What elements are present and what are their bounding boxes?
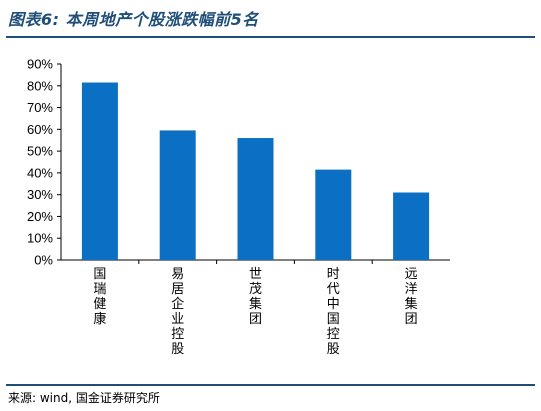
- y-tick-label: 70%: [27, 100, 53, 115]
- x-tick-label: 远洋集团: [405, 267, 418, 327]
- y-tick-label: 30%: [27, 187, 53, 202]
- bar: [237, 138, 274, 260]
- bar: [315, 169, 352, 260]
- x-tick-label: 世茂集团: [249, 267, 262, 327]
- y-tick-label: 0%: [34, 253, 53, 268]
- y-tick-label: 40%: [27, 165, 53, 180]
- y-tick-label: 50%: [27, 144, 53, 159]
- bar: [159, 130, 196, 260]
- x-tick-label: 易居企业控股: [171, 267, 184, 357]
- x-tick-label: 国瑞健康: [93, 267, 106, 327]
- y-tick-label: 20%: [27, 209, 53, 224]
- y-tick-label: 80%: [27, 78, 53, 93]
- y-tick-label: 90%: [27, 57, 53, 72]
- chart-title: 图表6: 本周地产个股涨跌幅前5名: [8, 10, 259, 29]
- y-tick-label: 60%: [27, 122, 53, 137]
- y-tick-label: 10%: [27, 231, 53, 246]
- bar-chart: 0% 10% 20% 30% 40% 50% 60% 70% 80% 90% 国瑞健康 易居企业控股 世…: [27, 57, 450, 357]
- source-note: 来源: wind, 国金证券研究所: [8, 391, 160, 405]
- bar: [393, 192, 430, 260]
- x-tick-label: 时代中国控股: [327, 267, 340, 357]
- bar: [81, 82, 118, 260]
- source-rule: [6, 384, 535, 386]
- title-rule: [6, 36, 535, 38]
